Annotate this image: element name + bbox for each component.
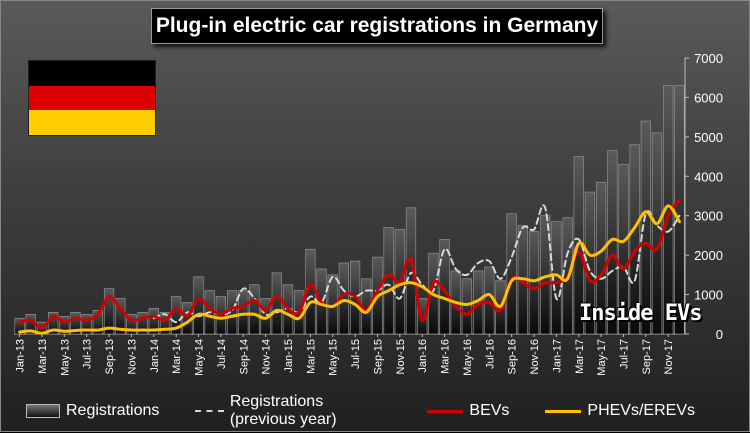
legend-item-phev: PHEVs/EREVs: [545, 402, 695, 420]
x-tick-label: Mar-14: [171, 339, 183, 374]
legend-swatch-bev: [427, 409, 464, 413]
line-registrations-previous-year: [152, 204, 681, 324]
x-tick-label: Sep-13: [104, 339, 116, 374]
x-tick-label: Mar-17: [574, 339, 586, 374]
x-tick-label: Mar-16: [440, 339, 452, 374]
bar-registrations: [506, 213, 517, 335]
legend-item-registrations: Registrations: [26, 402, 159, 420]
y-tick-label: 5000: [694, 130, 723, 145]
germany-flag-icon: [28, 60, 156, 136]
bar-registrations: [271, 272, 282, 335]
x-tick-label: May-13: [59, 339, 71, 376]
x-tick-label: Jul-13: [82, 339, 94, 369]
legend-label-bev: BEVs: [469, 402, 510, 419]
y-tick-label: 0: [716, 327, 723, 342]
bar-registrations: [461, 278, 473, 335]
bar-registrations: [528, 231, 540, 335]
x-tick-label: Sep-16: [507, 339, 519, 374]
x-tick-label: Nov-15: [395, 339, 407, 374]
chart-title-box: Plug-in electric car registrations in Ge…: [151, 8, 603, 44]
x-tick-label: Jan-15: [283, 339, 295, 373]
legend-label-phev: PHEVs/EREVs: [587, 402, 695, 419]
x-tick-label: Jul-14: [216, 339, 228, 369]
chart-title: Plug-in electric car registrations in Ge…: [155, 14, 599, 37]
bar-registrations: [238, 290, 249, 335]
flag-stripe-black: [29, 61, 155, 86]
legend-label-registrations: Registrations: [66, 402, 160, 419]
y-tick-label: 4000: [694, 169, 723, 184]
legend-swatch-phev: [545, 409, 582, 413]
x-tick-label: Mar-13: [37, 339, 49, 374]
flag-stripe-gold: [29, 110, 155, 135]
x-tick-label: Jan-13: [15, 339, 27, 373]
legend-swatch-previous: [195, 410, 224, 412]
y-tick-label: 7000: [694, 51, 723, 66]
flag-stripe-red: [29, 85, 155, 111]
y-tick-label: 6000: [694, 90, 723, 105]
bar-registrations: [405, 207, 417, 335]
x-tick-label: Mar-15: [305, 339, 317, 374]
x-tick-label: Jan-16: [417, 339, 429, 373]
x-tick-label: Jul-15: [350, 339, 362, 369]
y-tick-label: 1000: [694, 288, 723, 303]
y-tick-label: 2000: [694, 248, 723, 263]
x-tick-label: Jul-17: [618, 339, 630, 369]
bar-registrations: [674, 85, 685, 335]
bar-registrations: [70, 312, 81, 335]
x-tick-label: Sep-17: [641, 339, 653, 374]
legend-swatch-registrations: [26, 404, 60, 418]
legend-item-bev: BEVs: [427, 402, 509, 420]
line-phevs-erevs: [18, 204, 681, 335]
x-tick-label: Nov-13: [126, 339, 138, 374]
x-tick-label: May-16: [462, 339, 474, 376]
x-tick-label: Nov-14: [261, 339, 273, 374]
x-tick-label: Jan-17: [551, 339, 563, 373]
x-tick-label: May-17: [596, 339, 608, 376]
chart-legend: Registrations Registrations (previous ye…: [26, 393, 731, 428]
legend-item-previous: Registrations (previous year): [195, 393, 391, 429]
bar-registrations: [629, 144, 640, 335]
bar-registrations: [92, 310, 103, 335]
bar-registrations: [249, 284, 260, 335]
x-tick-label: Sep-15: [372, 339, 384, 374]
bar-registrations: [383, 227, 394, 335]
bar-registrations: [159, 312, 171, 335]
y-tick-label: 3000: [694, 209, 723, 224]
legend-label-previous: Registrations (previous year): [229, 393, 337, 428]
x-tick-label: May-14: [194, 339, 206, 376]
x-tick-label: Nov-17: [663, 339, 675, 374]
x-tick-label: Nov-16: [529, 339, 541, 374]
x-tick-label: May-15: [328, 339, 340, 376]
brand-logo: Inside EVs: [579, 301, 702, 326]
x-tick-label: Jul-16: [484, 339, 496, 369]
bar-registrations: [137, 312, 148, 335]
x-tick-label: Jan-14: [149, 339, 161, 373]
x-tick-label: Sep-14: [238, 339, 250, 374]
